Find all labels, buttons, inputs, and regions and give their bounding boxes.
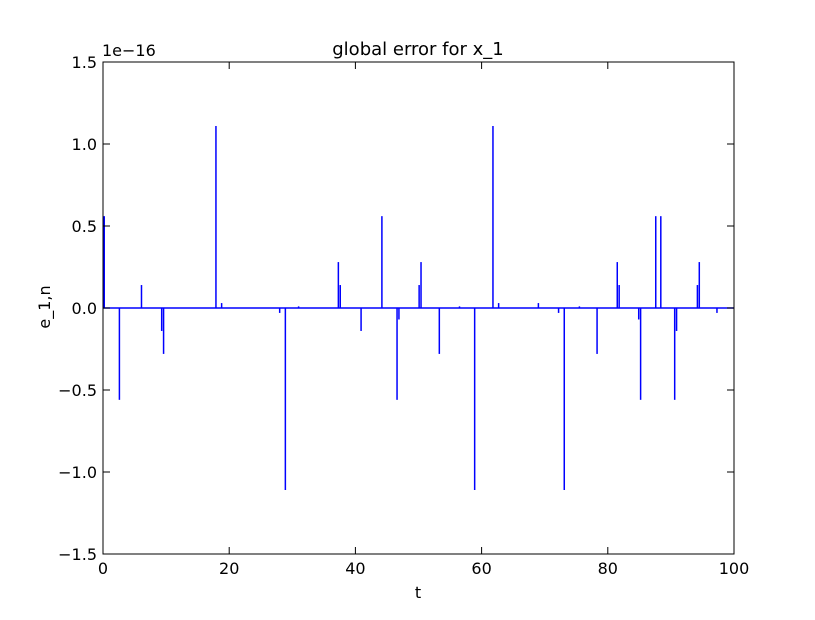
x-axis-label: t — [415, 583, 421, 602]
y-tick-label: −0.5 — [58, 381, 97, 400]
y-tick-label: 1.0 — [72, 135, 97, 154]
x-tick-label: 0 — [98, 559, 108, 578]
y-tick-label: 1.5 — [72, 53, 97, 72]
y-tick-label: −1.0 — [58, 463, 97, 482]
chart-title: global error for x_1 — [332, 39, 504, 60]
y-tick-label: 0.0 — [72, 299, 97, 318]
x-tick-label: 40 — [345, 559, 365, 578]
x-tick-label: 20 — [219, 559, 239, 578]
x-tick-label: 60 — [471, 559, 491, 578]
x-tick-label: 100 — [719, 559, 750, 578]
y-axis-label: e_1,n — [35, 285, 55, 328]
plot-area: 0 20 40 60 80 100 −1.5 −1.0 −0.5 0.0 0.5 1.0 1.5 — [58, 53, 749, 578]
x-tick-label: 80 — [598, 559, 618, 578]
y-tick-label: 0.5 — [72, 217, 97, 236]
y-tick-label: −1.5 — [58, 545, 97, 564]
y-scale-label: 1e−16 — [102, 41, 156, 60]
